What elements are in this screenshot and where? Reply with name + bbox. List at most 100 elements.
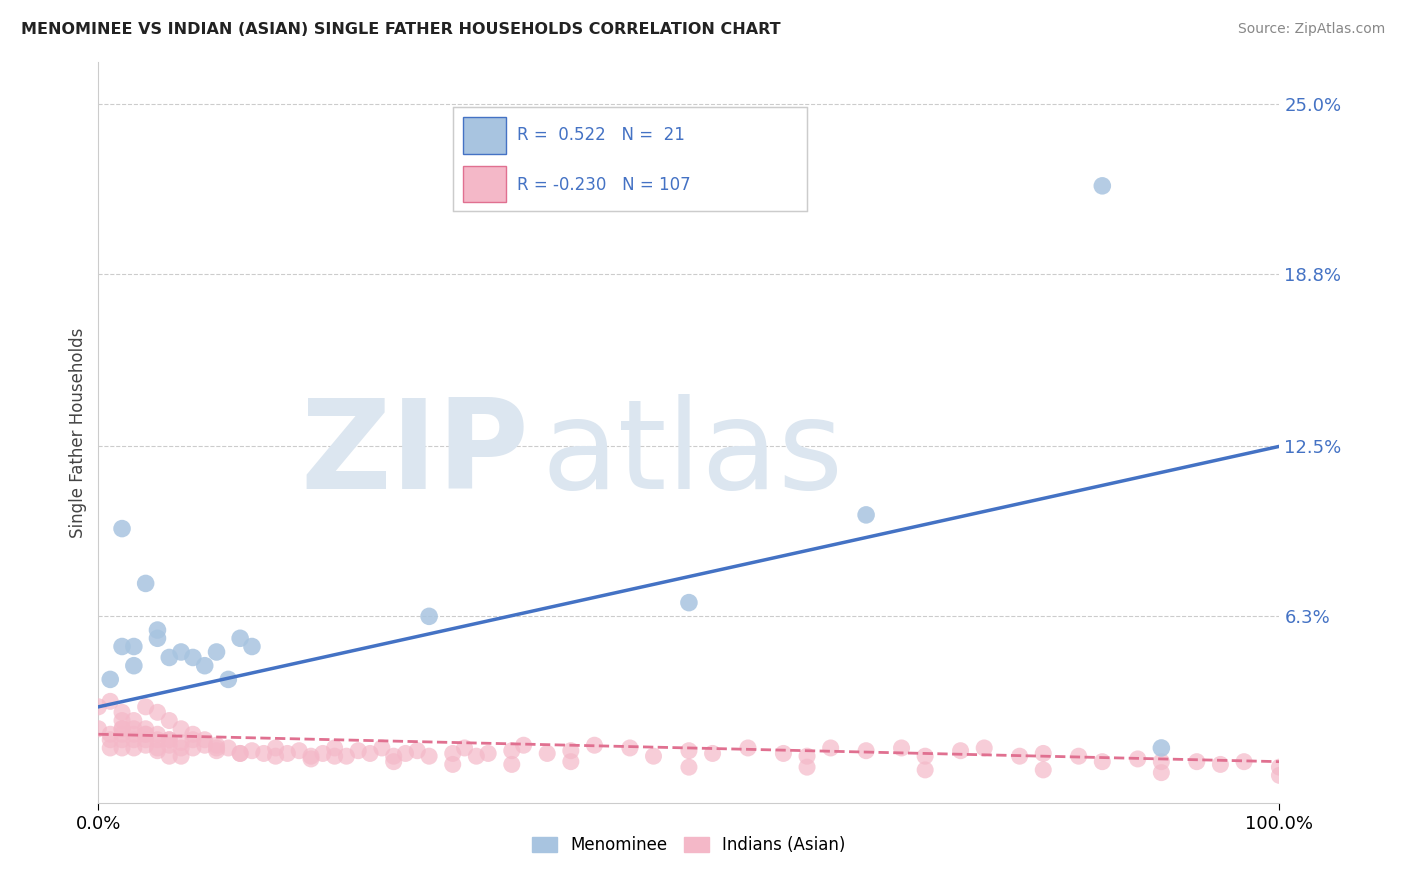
Point <box>87 699 110 714</box>
Point <box>122 727 145 741</box>
Point <box>111 640 134 654</box>
Point <box>135 722 157 736</box>
Point <box>702 747 724 761</box>
Point <box>122 640 145 654</box>
Point <box>170 645 193 659</box>
Point <box>157 714 180 728</box>
Point <box>111 522 134 536</box>
Point <box>949 744 972 758</box>
Point <box>170 741 193 756</box>
Point <box>418 609 440 624</box>
Point <box>1008 749 1031 764</box>
Point <box>181 741 204 756</box>
Point <box>1032 747 1054 761</box>
Text: ZIP: ZIP <box>301 394 530 516</box>
Point <box>1150 755 1173 769</box>
Point <box>394 747 416 761</box>
Point <box>194 658 217 673</box>
Point <box>643 749 665 764</box>
Point <box>772 747 794 761</box>
Point <box>194 738 217 752</box>
Point <box>276 747 298 761</box>
Point <box>122 732 145 747</box>
Point <box>1268 760 1291 774</box>
Point <box>323 749 346 764</box>
Point <box>111 722 134 736</box>
Point <box>914 749 936 764</box>
Point <box>914 763 936 777</box>
Point <box>181 650 204 665</box>
Point <box>560 744 582 758</box>
Point <box>501 744 523 758</box>
Point <box>382 749 405 764</box>
Point <box>1150 765 1173 780</box>
Text: Source: ZipAtlas.com: Source: ZipAtlas.com <box>1237 22 1385 37</box>
Point <box>111 714 134 728</box>
Point <box>890 741 912 756</box>
Point <box>678 760 700 774</box>
Point <box>111 732 134 747</box>
Point <box>855 744 877 758</box>
Point <box>1067 749 1090 764</box>
Point <box>406 744 429 758</box>
Point <box>1268 768 1291 782</box>
Point <box>1032 763 1054 777</box>
Point <box>157 650 180 665</box>
Point <box>264 741 287 756</box>
Point <box>453 741 475 756</box>
Point <box>217 673 239 687</box>
Point <box>217 741 239 756</box>
Point <box>111 722 134 736</box>
Point <box>240 640 263 654</box>
Point <box>536 747 558 761</box>
Point <box>146 744 169 758</box>
Point <box>111 741 134 756</box>
Point <box>619 741 641 756</box>
Point <box>205 738 228 752</box>
Point <box>122 714 145 728</box>
Point <box>157 749 180 764</box>
Point <box>465 749 488 764</box>
Text: MENOMINEE VS INDIAN (ASIAN) SINGLE FATHER HOUSEHOLDS CORRELATION CHART: MENOMINEE VS INDIAN (ASIAN) SINGLE FATHE… <box>21 22 780 37</box>
Point <box>477 747 499 761</box>
Point <box>855 508 877 522</box>
Point <box>157 738 180 752</box>
Point <box>1233 755 1256 769</box>
Point <box>98 741 121 756</box>
Point <box>181 732 204 747</box>
Point <box>146 632 169 646</box>
Point <box>1209 757 1232 772</box>
Point <box>98 732 121 747</box>
Point <box>1185 755 1208 769</box>
Point <box>501 757 523 772</box>
Point <box>87 722 110 736</box>
Point <box>157 732 180 747</box>
Point <box>98 694 121 708</box>
Point <box>146 706 169 720</box>
Point <box>157 732 180 747</box>
Point <box>1091 755 1114 769</box>
Point <box>299 752 322 766</box>
Y-axis label: Single Father Households: Single Father Households <box>69 327 87 538</box>
Point <box>288 744 311 758</box>
Point <box>737 741 759 756</box>
Point <box>371 741 394 756</box>
Point <box>135 727 157 741</box>
Point <box>1091 178 1114 193</box>
Point <box>323 741 346 756</box>
Point <box>135 738 157 752</box>
Point <box>146 741 169 756</box>
Point <box>111 706 134 720</box>
Point <box>205 741 228 756</box>
Point <box>678 596 700 610</box>
Legend: Menominee, Indians (Asian): Menominee, Indians (Asian) <box>526 830 852 861</box>
Point <box>205 744 228 758</box>
Point <box>359 747 381 761</box>
Point <box>796 760 818 774</box>
Point <box>170 735 193 749</box>
Point <box>240 744 263 758</box>
Point <box>170 749 193 764</box>
Point <box>229 747 252 761</box>
Point <box>229 747 252 761</box>
Point <box>135 732 157 747</box>
